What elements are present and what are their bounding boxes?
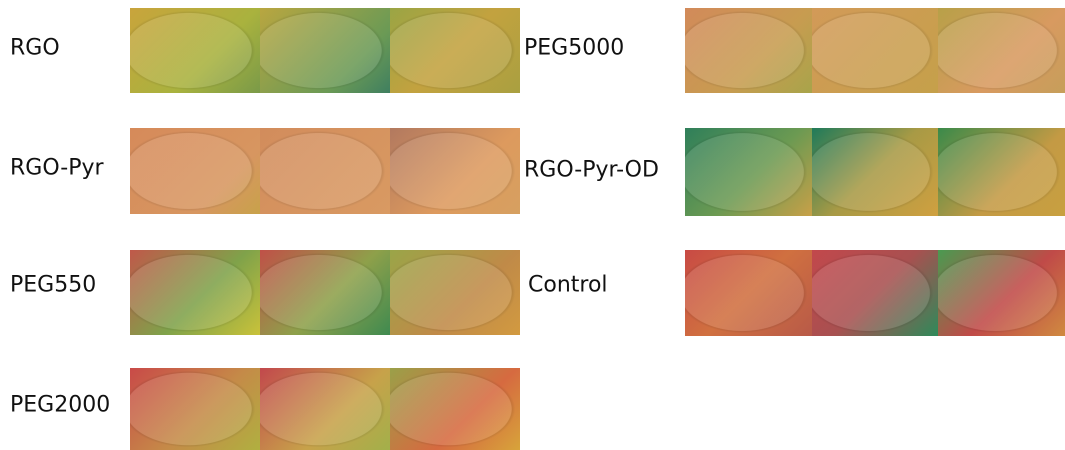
panel-label: RGO-Pyr-OD <box>524 158 659 183</box>
micrograph <box>130 8 260 93</box>
micrograph <box>390 8 520 93</box>
micrograph <box>938 8 1065 93</box>
micrograph-strip <box>130 368 520 450</box>
panel-label: PEG5000 <box>524 36 624 61</box>
micrograph-strip <box>130 8 520 93</box>
micrograph <box>685 250 812 336</box>
micrograph <box>390 368 520 450</box>
micrograph-strip <box>130 250 520 335</box>
micrograph <box>260 250 390 335</box>
micrograph <box>390 128 520 214</box>
micrograph <box>812 128 939 216</box>
micrograph <box>938 250 1065 336</box>
micrograph <box>260 128 390 214</box>
micrograph <box>130 368 260 450</box>
micrograph <box>938 128 1065 216</box>
panel-label: RGO <box>10 36 60 61</box>
panel-label: PEG2000 <box>10 393 110 418</box>
micrograph-strip <box>685 250 1065 336</box>
figure: RGO RGO-Pyr PEG550 PEG2000 PEG5000 RGO-Pyr-OD… <box>0 0 1065 450</box>
micrograph-strip <box>130 128 520 214</box>
micrograph <box>260 8 390 93</box>
micrograph <box>260 368 390 450</box>
micrograph-strip <box>685 8 1065 93</box>
micrograph <box>812 8 939 93</box>
micrograph-strip <box>685 128 1065 216</box>
micrograph <box>685 8 812 93</box>
micrograph <box>130 128 260 214</box>
panel-label: Control <box>528 273 608 298</box>
micrograph <box>812 250 939 336</box>
micrograph <box>390 250 520 335</box>
micrograph <box>130 250 260 335</box>
micrograph <box>685 128 812 216</box>
panel-label: PEG550 <box>10 273 96 298</box>
panel-label: RGO-Pyr <box>10 156 104 181</box>
